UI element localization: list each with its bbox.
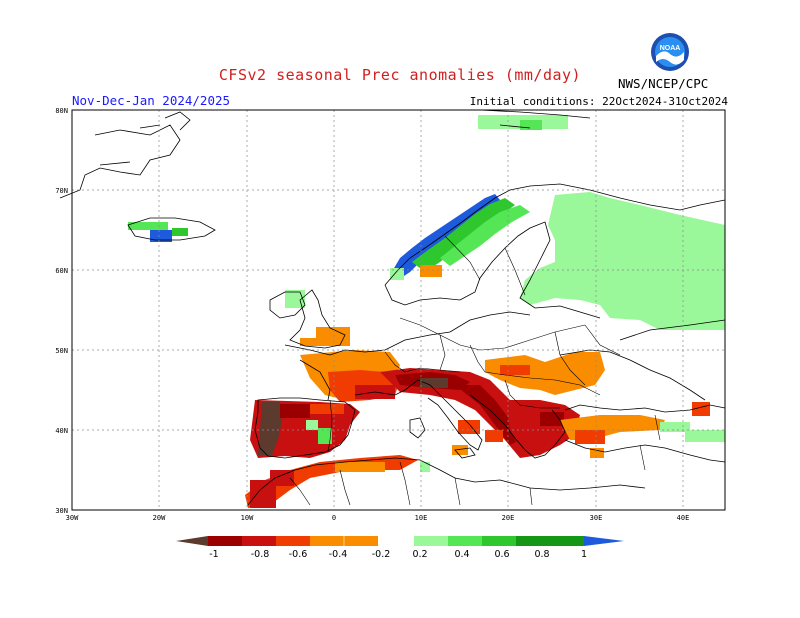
colorbar-label: 0.4 [454,549,469,560]
colorbar-swatch [482,536,516,546]
lon-label: 30E [590,514,603,522]
colorbar-swatch [516,536,550,546]
colorbar-right-arrow [584,536,624,546]
latitude-labels: 80N 70N 60N 50N 40N 30N [55,107,68,515]
colorbar-label: 1 [581,549,587,560]
coastlines [59,109,726,506]
colorbar-label: -0.4 [329,549,348,560]
colorbar-label: 0.2 [412,549,427,560]
colorbar-swatch [414,536,448,546]
map-title: CFSv2 seasonal Prec anomalies (mm/day) [218,66,582,84]
gridlines [72,110,725,510]
lon-label: 0 [332,514,336,522]
colorbar-swatch [344,536,378,546]
colorbar-label: 0.6 [494,549,509,560]
lon-label: 10E [415,514,428,522]
anomaly-cells [128,115,725,508]
longitude-labels: 30W 20W 10W 0 10E 20E 30E 40E [66,514,690,522]
colorbar-label: -1 [209,549,218,560]
colorbar-swatch [208,536,242,546]
agency-label: NWS/NCEP/CPC [618,76,709,91]
colorbar-label: -0.2 [372,549,391,560]
map-frame [71,109,726,511]
noaa-logo-icon: NOAA [651,33,689,71]
lat-label: 80N [55,107,68,115]
colorbar-swatch [550,536,584,546]
lon-label: 30W [66,514,79,522]
colorbar-swatch [310,536,344,546]
lat-label: 50N [55,347,68,355]
lat-label: 40N [55,427,68,435]
colorbar-swatch [276,536,310,546]
lon-label: 20E [502,514,515,522]
colorbar-label: 0.8 [534,549,549,560]
lat-label: 70N [55,187,68,195]
lon-label: 10W [241,514,254,522]
colorbar-swatch [448,536,482,546]
colorbar-label: -0.8 [251,549,270,560]
svg-text:NOAA: NOAA [660,45,681,52]
forecast-period: Nov-Dec-Jan 2024/2025 [72,93,231,108]
colorbar-label: -0.6 [289,549,308,560]
initial-conditions: Initial conditions: 22Oct2024-31Oct2024 [469,95,728,108]
lat-label: 60N [55,267,68,275]
lon-label: 20W [153,514,166,522]
lat-label: 30N [55,507,68,515]
lon-label: 40E [677,514,690,522]
colorbar-swatch [378,536,414,546]
colorbar-left-arrow [176,536,208,546]
colorbar-swatch [242,536,276,546]
colorbar: -1 -0.8 -0.6 -0.4 -0.2 0.2 0.4 0.6 0.8 1 [176,536,624,560]
